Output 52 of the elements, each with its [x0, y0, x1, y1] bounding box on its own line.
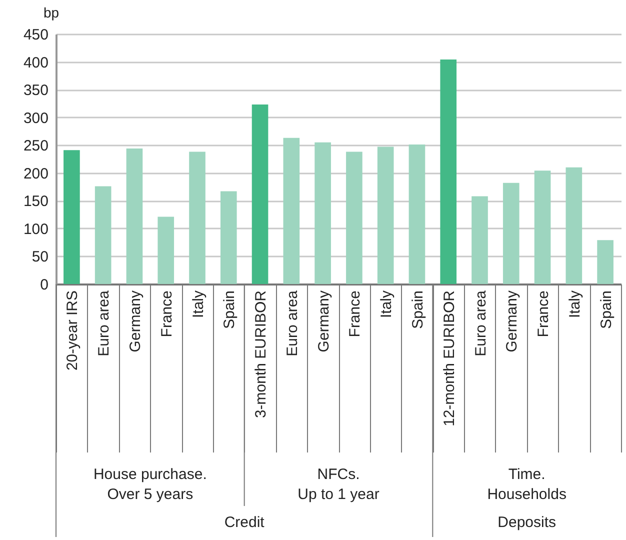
- y-tick-label: 250: [23, 138, 48, 155]
- bar: [377, 146, 394, 284]
- x-tick-label: Euro area: [472, 290, 490, 356]
- y-tick-label: 50: [32, 248, 48, 266]
- x-tick-label: Italy: [566, 290, 584, 318]
- y-tick-label: 400: [23, 54, 48, 72]
- bar: [126, 148, 143, 284]
- x-tick-label: Spain: [598, 290, 615, 329]
- bar: [314, 142, 331, 284]
- y-tick-label: 450: [23, 26, 48, 44]
- x-tick-label: France: [535, 290, 552, 338]
- text: NFCs. Up to 1 year: [298, 466, 380, 503]
- y-tick-label: 150: [23, 193, 48, 210]
- text: Deposits: [498, 514, 556, 531]
- x-tick-label: Euro area: [96, 290, 113, 356]
- y-tick-label: 300: [23, 110, 48, 127]
- bar: [64, 150, 80, 284]
- bar: [472, 196, 488, 284]
- x-tick-label: France: [158, 290, 176, 338]
- bar: [566, 167, 582, 284]
- bar: [534, 170, 551, 284]
- bar: [189, 152, 206, 284]
- x-tick-label: Germany: [504, 290, 521, 352]
- y-tick-label: 0: [40, 276, 48, 294]
- bar: [94, 186, 112, 284]
- text: House purchase. Over 5 years: [93, 466, 207, 503]
- bar: [283, 138, 300, 284]
- bar: [346, 152, 362, 284]
- x-tick-label: Italy: [378, 290, 396, 318]
- x-tick-label: 12-month EURIBOR: [440, 290, 458, 426]
- y-tick-label: 100: [23, 220, 48, 238]
- bar: [158, 216, 174, 284]
- x-tick-label: 20-year IRS: [64, 290, 82, 371]
- bar: [252, 104, 268, 284]
- bar: [597, 240, 614, 284]
- y-tick-label: 350: [23, 82, 48, 100]
- bar: [408, 144, 426, 284]
- text: Credit: [224, 514, 266, 531]
- bar: [502, 182, 520, 284]
- bar: [220, 191, 237, 284]
- x-tick-label: Spain: [221, 290, 238, 329]
- x-tick-label: Germany: [315, 290, 332, 352]
- x-tick-label: Italy: [190, 290, 207, 318]
- y-axis-title: bp: [44, 4, 60, 20]
- x-tick-label: Euro area: [284, 290, 301, 356]
- bar: [440, 60, 457, 284]
- x-tick-label: France: [346, 290, 364, 338]
- x-tick-label: Spain: [409, 290, 426, 329]
- text: Time. Households: [487, 466, 566, 503]
- y-tick-label: 200: [23, 165, 48, 182]
- x-tick-label: 3-month EURIBOR: [252, 290, 270, 418]
- x-tick-label: Germany: [126, 290, 144, 352]
